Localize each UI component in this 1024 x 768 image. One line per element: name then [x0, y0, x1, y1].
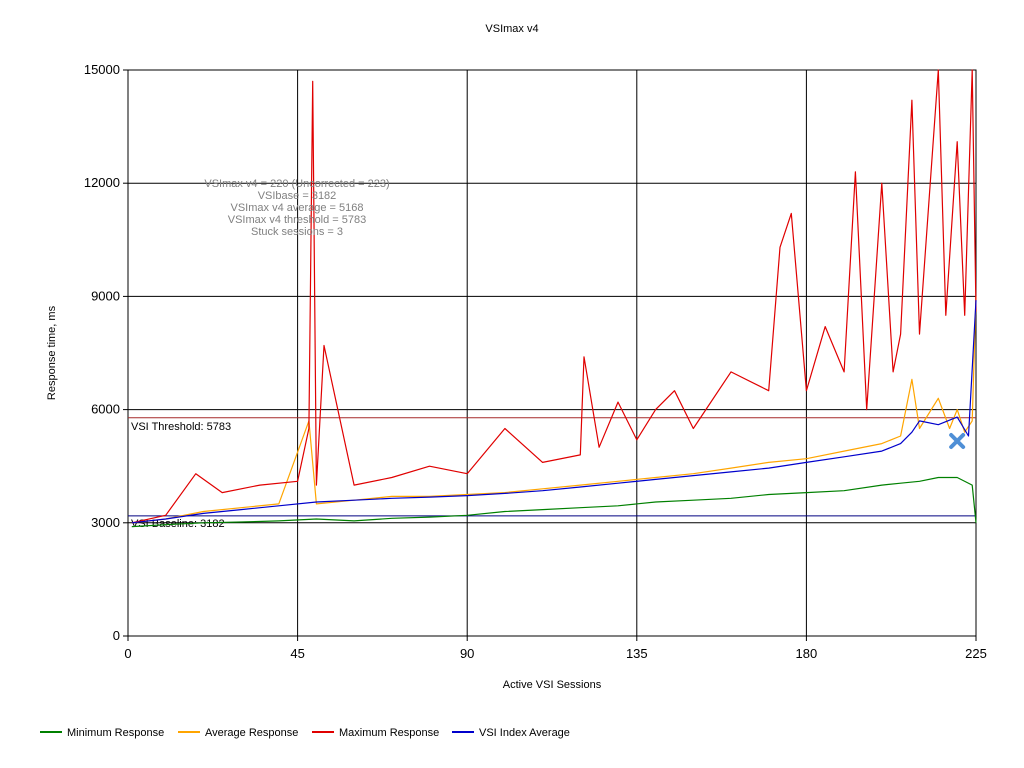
annotation-line: VSImax v4 = 220 (Uncorrected = 223) [204, 178, 389, 190]
x-axis-label: Active VSI Sessions [503, 679, 602, 691]
vsimax-x-marker [949, 432, 966, 449]
legend-label: VSI Index Average [479, 727, 570, 739]
vsimax-marker [949, 432, 966, 449]
x-tick-label: 90 [460, 646, 474, 661]
y-axis-label: Response time, ms [46, 305, 58, 400]
y-tick-label: 6000 [91, 402, 120, 417]
threshold-label: VSI Threshold: 5783 [131, 421, 231, 433]
y-tick-label: 9000 [91, 288, 120, 303]
legend-label: Average Response [205, 727, 298, 739]
legend-label: Minimum Response [67, 727, 164, 739]
annotation-line: Stuck sessions = 3 [251, 226, 343, 238]
annotation-line: VSImax v4 threshold = 5783 [228, 214, 367, 226]
legend: Minimum Response Average Response Maximum … [40, 727, 570, 739]
series-line-maximum-response [131, 69, 977, 524]
legend-label: Maximum Response [339, 727, 439, 739]
series-line-vsi-index-average [131, 300, 977, 524]
annotation-line: VSIbase = 3182 [258, 190, 337, 202]
y-axis-ticks: 0 3000 6000 9000 12000 15000 [84, 62, 128, 643]
grid-lines [127, 69, 977, 637]
y-tick-label: 3000 [91, 515, 120, 530]
y-tick-label: 12000 [84, 175, 120, 190]
x-tick-label: 135 [626, 646, 648, 661]
annotation-block: VSImax v4 = 220 (Uncorrected = 223)VSIba… [204, 178, 389, 238]
series-line-minimum-response [131, 476, 977, 528]
series-lines [131, 69, 977, 528]
x-tick-label: 225 [965, 646, 987, 661]
chart-title: VSImax v4 [485, 23, 538, 35]
x-axis-ticks: 0 45 90 135 180 225 [124, 636, 987, 661]
y-tick-label: 0 [113, 628, 120, 643]
x-tick-label: 180 [796, 646, 818, 661]
x-tick-label: 0 [124, 646, 131, 661]
annotation-line: VSImax v4 average = 5168 [231, 202, 364, 214]
x-tick-label: 45 [290, 646, 304, 661]
y-tick-label: 15000 [84, 62, 120, 77]
plot-area [127, 69, 977, 637]
